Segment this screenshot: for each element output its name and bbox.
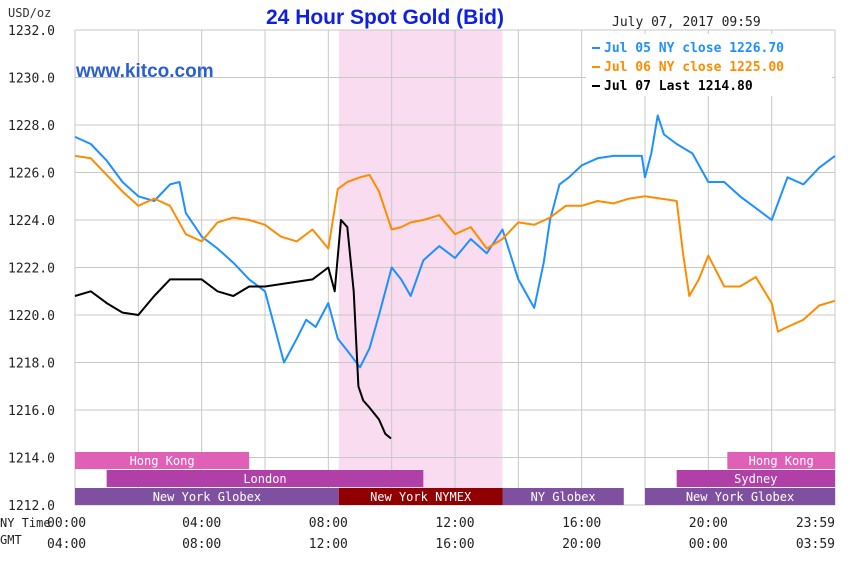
x-tick-label-ny: 12:00: [435, 516, 474, 531]
x-tick-label-ny: 04:00: [182, 516, 221, 531]
session-bar: [727, 452, 835, 469]
chart-title: 24 Hour Spot Gold (Bid): [266, 6, 504, 29]
legend-box: [586, 34, 832, 96]
session-label: New York Globex: [686, 490, 794, 504]
session-label: New York Globex: [153, 490, 261, 504]
y-tick-label: 1226.0: [8, 167, 55, 182]
x-tick-label-gmt: 12:00: [309, 537, 348, 552]
session-bar: [75, 452, 250, 469]
x-tick-label-gmt: 20:00: [562, 537, 601, 552]
session-label: London: [243, 472, 286, 486]
y-axis-ticks: 1212.0 1214.0 1216.0 1218.0 1220.0 1222.0 1224…: [8, 24, 55, 514]
y-tick-label: 1232.0: [8, 24, 55, 39]
x-tick-label-gmt: 03:59: [796, 537, 835, 552]
y-tick-label: 1212.0: [8, 499, 55, 514]
x-tick-label-ny: 16:00: [562, 516, 601, 531]
chart-timestamp: July 07, 2017 09:59: [612, 15, 761, 30]
session-label: Hong Kong: [130, 454, 195, 468]
y-tick-label: 1218.0: [8, 357, 55, 372]
y-tick-label: 1214.0: [8, 452, 55, 467]
series-line: [74, 114, 836, 369]
ny-time-row-label: NY Time: [0, 516, 51, 530]
session-label: NY Globex: [531, 490, 596, 504]
trading-sessions: Hong Kong Hong Kong London Sydney New York G…: [75, 452, 835, 505]
x-tick-label-gmt: 16:00: [435, 537, 474, 552]
legend-entry: Jul 05 NY close 1226.70: [604, 41, 784, 56]
legend-entry: Jul 07 Last 1214.80: [604, 79, 753, 94]
legend-entry: Jul 06 NY close 1225.00: [604, 60, 784, 75]
x-tick-label-gmt: 08:00: [182, 537, 221, 552]
x-tick-label-gmt: 00:00: [689, 537, 728, 552]
y-tick-label: 1230.0: [8, 72, 55, 87]
series-line: [74, 154, 836, 333]
y-tick-label: 1222.0: [8, 262, 55, 277]
session-bar: [75, 488, 339, 505]
x-tick-label-ny: 08:00: [309, 516, 348, 531]
kitco-watermark: www.kitco.com: [75, 61, 214, 82]
x-tick-label-ny: 20:00: [689, 516, 728, 531]
x-tick-label-ny: 00:00: [47, 516, 86, 531]
session-bar: [645, 488, 835, 505]
session-bar: [676, 470, 835, 487]
y-tick-label: 1224.0: [8, 214, 55, 229]
x-tick-label-gmt: 04:00: [47, 537, 86, 552]
series-line: [74, 219, 392, 440]
y-tick-label: 1216.0: [8, 404, 55, 419]
session-bar: [502, 488, 624, 505]
session-label: New York NYMEX: [370, 490, 472, 504]
legend: Jul 05 NY close 1226.70 Jul 06 NY close 1…: [592, 41, 784, 94]
gmt-row-label: GMT: [0, 533, 22, 547]
y-unit-label: USD/oz: [8, 6, 51, 20]
session-label: Hong Kong: [749, 454, 814, 468]
y-tick-label: 1228.0: [8, 119, 55, 134]
price-series: [74, 114, 836, 440]
y-tick-label: 1220.0: [8, 309, 55, 324]
x-tick-label-ny: 23:59: [796, 516, 835, 531]
session-bar: [106, 470, 424, 487]
session-label: Sydney: [734, 472, 777, 486]
session-bar: [338, 488, 503, 505]
x-axis-ticks: 00:00 04:00 04:00 08:00 08:00 12:00 12:00 16:00…: [47, 516, 835, 552]
